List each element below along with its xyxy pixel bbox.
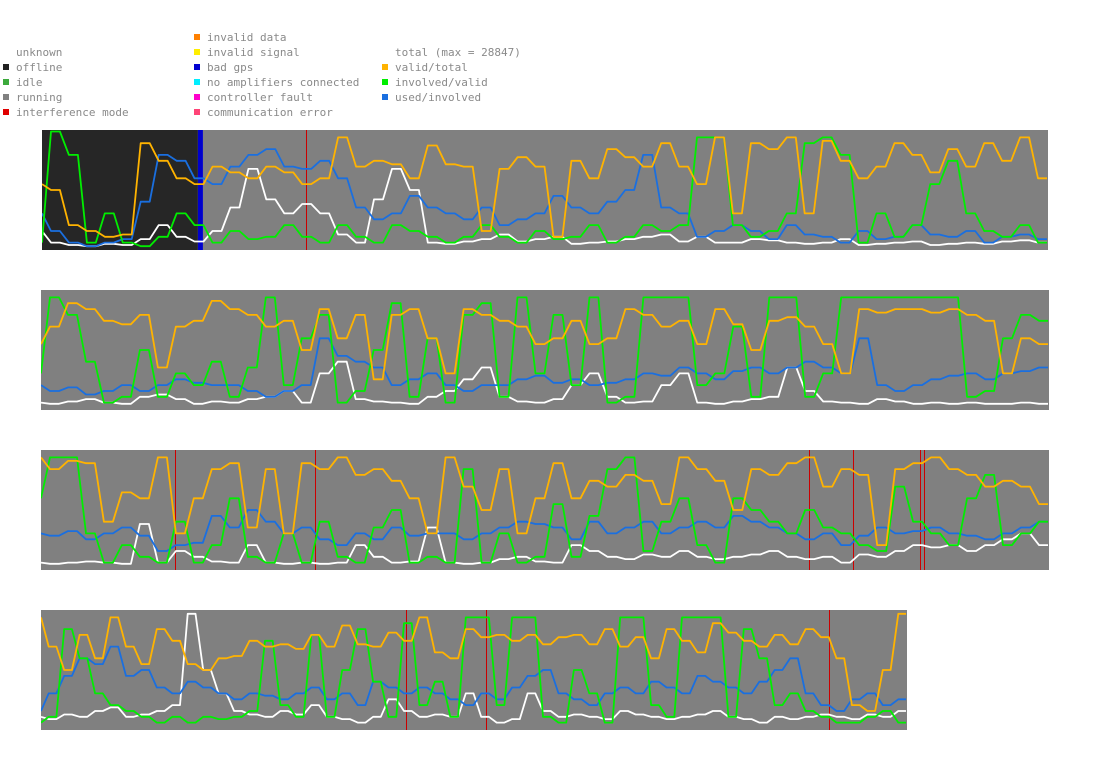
series-line-valid-total bbox=[42, 136, 1047, 238]
series-line-total bbox=[42, 168, 1047, 248]
legend-label: bad gps bbox=[207, 61, 254, 74]
legend-label: offline bbox=[16, 61, 63, 74]
chart-svg-2 bbox=[41, 290, 1049, 410]
legend-label: no amplifiers connected bbox=[207, 76, 360, 89]
legend-swatch bbox=[3, 79, 9, 85]
series-line-used-involved bbox=[41, 645, 906, 712]
legend-label: involved/valid bbox=[395, 76, 488, 89]
chart-strip-4 bbox=[41, 610, 907, 730]
series-line-involved-valid bbox=[41, 296, 1048, 404]
legend-swatch bbox=[3, 109, 9, 115]
legend-label: invalid data bbox=[207, 31, 287, 44]
legend-label: communication error bbox=[207, 106, 333, 119]
legend-label: interference mode bbox=[16, 106, 129, 119]
chart-strip-2 bbox=[41, 290, 1049, 410]
legend-swatch bbox=[382, 94, 388, 100]
legend-swatch bbox=[194, 49, 200, 55]
legend-label: total (max = 28847) bbox=[395, 46, 521, 59]
status-segment-running bbox=[41, 290, 1049, 410]
chart-svg-3 bbox=[41, 450, 1049, 570]
status-segment-bad-gps bbox=[197, 130, 203, 250]
series-line-valid-total bbox=[41, 300, 1048, 381]
series-line-valid-total bbox=[41, 612, 906, 712]
legend-label: used/involved bbox=[395, 91, 482, 104]
legend-swatch bbox=[194, 79, 200, 85]
legend-swatch bbox=[382, 79, 388, 85]
legend-label: running bbox=[16, 91, 63, 104]
legend-swatch bbox=[194, 64, 200, 70]
series-line-valid-total bbox=[41, 456, 1048, 546]
legend-label: controller fault bbox=[207, 91, 313, 104]
chart-strip-1 bbox=[42, 130, 1048, 250]
series-line-total bbox=[41, 360, 1048, 405]
chart-svg-1 bbox=[42, 130, 1048, 250]
legend-label: idle bbox=[16, 76, 43, 89]
series-line-total bbox=[41, 523, 1048, 565]
legend-swatch bbox=[3, 64, 9, 70]
series-line-total bbox=[41, 612, 906, 724]
legend-swatch bbox=[382, 64, 388, 70]
series-line-involved-valid bbox=[41, 616, 906, 724]
series-line-used-involved bbox=[41, 337, 1048, 398]
series-line-used-involved bbox=[42, 148, 1047, 248]
chart-svg-4 bbox=[41, 610, 907, 730]
legend-label: valid/total bbox=[395, 61, 468, 74]
series-line-involved-valid bbox=[42, 130, 1047, 248]
legend-swatch bbox=[194, 109, 200, 115]
legend-label: invalid signal bbox=[207, 46, 300, 59]
legend-swatch bbox=[3, 94, 9, 100]
legend-label: unknown bbox=[16, 46, 63, 59]
legend-swatch bbox=[194, 34, 200, 40]
series-line-used-involved bbox=[41, 509, 1048, 552]
legend-swatch bbox=[194, 94, 200, 100]
series-line-involved-valid bbox=[41, 456, 1048, 564]
chart-strip-3 bbox=[41, 450, 1049, 570]
